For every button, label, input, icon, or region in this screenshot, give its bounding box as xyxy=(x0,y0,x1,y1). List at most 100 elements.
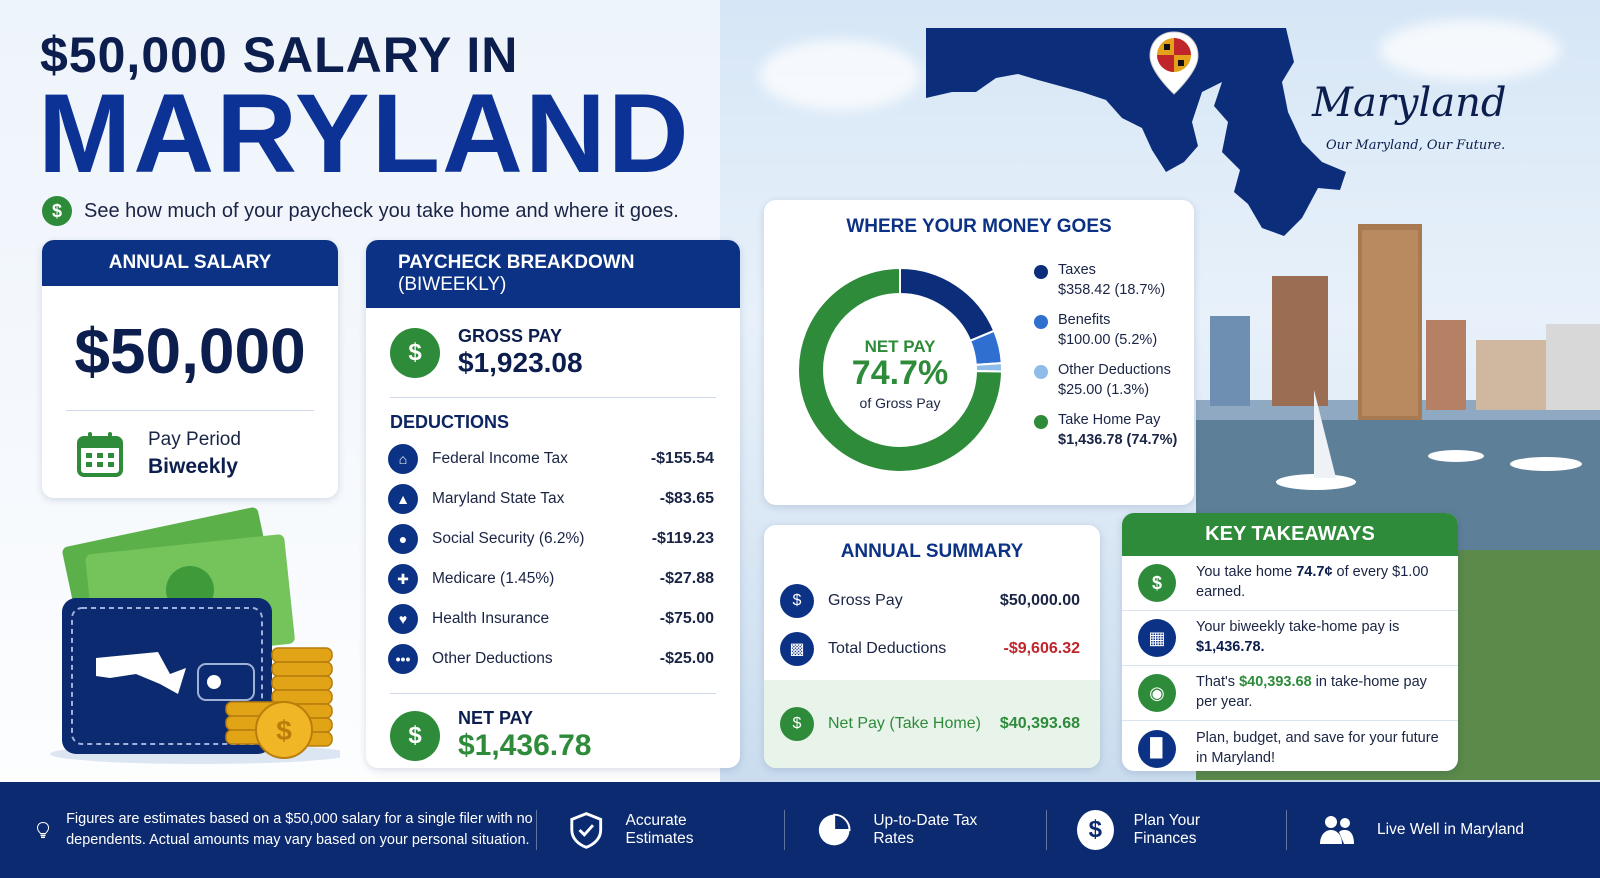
people-icon xyxy=(1320,816,1354,844)
svg-text:$: $ xyxy=(276,715,292,746)
more-icon: ••• xyxy=(388,644,418,674)
divider xyxy=(66,410,314,411)
footer-item-tax-rates: Up-to-Date Tax Rates xyxy=(784,810,1046,850)
bank-icon: ⌂ xyxy=(388,444,418,474)
deduction-name: Medicare (1.45%) xyxy=(432,570,555,587)
deduction-value: -$75.00 xyxy=(659,610,714,627)
legend-swatch xyxy=(1034,265,1048,279)
donut-chart: NET PAY 74.7% of Gross Pay xyxy=(797,266,1004,473)
takeaway-text: Plan, budget, and save for your future i… xyxy=(1196,729,1439,766)
key-takeaways-heading: KEY TAKEAWAYS xyxy=(1122,513,1458,556)
deduction-row: ♥ Health Insurance -$75.00 xyxy=(366,599,740,639)
legend-item: Benefits $100.00 (5.2%) xyxy=(1034,312,1177,348)
medical-cross-icon: ✚ xyxy=(388,564,418,594)
takeaway-text: That's $40,393.68 in take-home pay per y… xyxy=(1196,674,1427,710)
legend-name: Taxes xyxy=(1058,262,1096,278)
footer-note-text: Figures are estimates based on a $50,000… xyxy=(66,810,533,848)
takeaway-item: $ You take home 74.7¢ of every $1.00 ear… xyxy=(1122,556,1458,611)
money-bag-icon: $ xyxy=(390,710,440,761)
annual-salary-amount: $50,000 xyxy=(74,315,306,387)
paycheck-heading-text: PAYCHECK BREAKDOWN xyxy=(398,252,635,273)
deduction-name: Other Deductions xyxy=(432,650,553,667)
footer-item-label: Plan Your Finances xyxy=(1133,812,1201,847)
maryland-flag-pin-icon xyxy=(1148,30,1200,95)
where-money-goes-card: WHERE YOUR MONEY GOES NET PAY 74.7% of G… xyxy=(764,200,1194,505)
deductions-title: DEDUCTIONS xyxy=(390,412,510,432)
takeaway-text: You take home 74.7¢ of every $1.00 earne… xyxy=(1196,564,1429,600)
bar-chart-icon: ▉ xyxy=(1138,729,1176,768)
summary-net-label: Net Pay (Take Home) xyxy=(828,715,981,732)
legend-value: $358.42 (18.7%) xyxy=(1058,282,1166,298)
paycheck-heading: PAYCHECK BREAKDOWN (BIWEEKLY) xyxy=(366,240,740,308)
cloud xyxy=(1380,20,1560,80)
deductions-list: ⌂ Federal Income Tax -$155.54 ▲ Maryland… xyxy=(366,439,740,679)
annual-summary-heading: ANNUAL SUMMARY xyxy=(840,541,1024,562)
lightbulb-icon xyxy=(37,821,50,839)
pay-period-label: Pay Period xyxy=(148,429,241,450)
legend-value: $25.00 (1.3%) xyxy=(1058,382,1150,398)
paycheck-breakdown-card: PAYCHECK BREAKDOWN (BIWEEKLY) $ GROSS PA… xyxy=(366,240,740,768)
footer-item-label: Up-to-Date Tax Rates xyxy=(873,812,978,847)
receipt-icon: ▩ xyxy=(780,632,814,666)
footer-note: Figures are estimates based on a $50,000… xyxy=(0,809,536,851)
legend-item: Other Deductions $25.00 (1.3%) xyxy=(1034,362,1177,398)
dollar-icon: $ xyxy=(1138,564,1176,602)
deduction-value: -$83.65 xyxy=(659,490,714,507)
deduction-row: ✚ Medicare (1.45%) -$27.88 xyxy=(366,559,740,599)
deduction-value: -$119.23 xyxy=(651,530,714,547)
legend-name: Other Deductions xyxy=(1058,362,1171,378)
calculator-icon: ▦ xyxy=(1138,619,1176,657)
brand-tagline: Our Maryland, Our Future. xyxy=(1326,138,1506,153)
legend-name: Take Home Pay xyxy=(1058,412,1161,428)
page-title-line1: $50,000 SALARY IN xyxy=(40,27,519,83)
deduction-value: -$155.54 xyxy=(650,450,714,467)
legend-value: $100.00 (5.2%) xyxy=(1058,332,1158,348)
net-pay: $ NET PAY $1,436.78 xyxy=(366,694,740,768)
summary-gross-value: $50,000.00 xyxy=(999,592,1080,609)
summary-gross-label: Gross Pay xyxy=(828,592,903,609)
divider xyxy=(390,693,716,694)
deduction-value: -$27.88 xyxy=(659,570,714,587)
page-title-line2: MARYLAND xyxy=(38,71,691,196)
donut-center-value: 74.7% xyxy=(852,354,948,392)
footer-item-label: Live Well in Maryland xyxy=(1377,821,1525,838)
summary-row-net: $ Net Pay (Take Home) $40,393.68 xyxy=(764,680,1100,768)
money-bag-icon: $ xyxy=(780,707,814,741)
money-goes-heading: WHERE YOUR MONEY GOES xyxy=(846,216,1112,237)
footer-item-live-well: Live Well in Maryland xyxy=(1286,810,1600,850)
gross-pay-label: GROSS PAY xyxy=(458,326,563,346)
net-pay-label: NET PAY xyxy=(458,708,534,728)
page-subtitle: $ See how much of your paycheck you take… xyxy=(42,196,679,226)
footer-item-finances: $ Plan Your Finances xyxy=(1046,810,1286,850)
donut-center-sub: of Gross Pay xyxy=(860,395,941,411)
donut-slice xyxy=(899,266,996,343)
money-bag-icon: $ xyxy=(390,327,440,378)
wallet-money-illustration: $ xyxy=(50,507,340,764)
legend-value: $1,436.78 (74.7%) xyxy=(1058,432,1178,448)
legend-swatch xyxy=(1034,315,1048,329)
cloud xyxy=(760,40,920,110)
annual-salary-heading: ANNUAL SALARY xyxy=(42,240,338,286)
annual-salary-card: ANNUAL SALARY $50,000 Pay Period Biweekl… xyxy=(42,240,338,498)
state-icon: ▲ xyxy=(388,484,418,514)
legend-item: Take Home Pay $1,436.78 (74.7%) xyxy=(1034,412,1177,448)
dollar-bill-icon: $ xyxy=(780,584,814,618)
gross-pay: $ GROSS PAY $1,923.08 xyxy=(366,308,740,397)
net-pay-value: $1,436.78 xyxy=(458,729,592,762)
piggy-bank-icon: ◉ xyxy=(1138,674,1176,712)
legend-item: Taxes $358.42 (18.7%) xyxy=(1034,262,1177,298)
donut-slice xyxy=(797,266,1004,473)
deduction-name: Maryland State Tax xyxy=(432,490,565,507)
summary-deductions-label: Total Deductions xyxy=(828,640,947,657)
shield-check-icon xyxy=(570,812,603,849)
annual-summary-card: ANNUAL SUMMARY $ Gross Pay $50,000.00 ▩ … xyxy=(764,525,1100,768)
deduction-name: Health Insurance xyxy=(432,610,550,627)
deduction-value: -$25.00 xyxy=(659,650,714,667)
gross-pay-value: $1,923.08 xyxy=(458,347,583,378)
deduction-name: Social Security (6.2%) xyxy=(432,530,585,547)
deduction-name: Federal Income Tax xyxy=(432,450,568,467)
takeaway-item: ◉ That's $40,393.68 in take-home pay per… xyxy=(1122,666,1458,721)
legend-name: Benefits xyxy=(1058,312,1111,328)
calendar-icon xyxy=(77,432,123,477)
footer-item-accurate: Accurate Estimates xyxy=(536,810,784,850)
